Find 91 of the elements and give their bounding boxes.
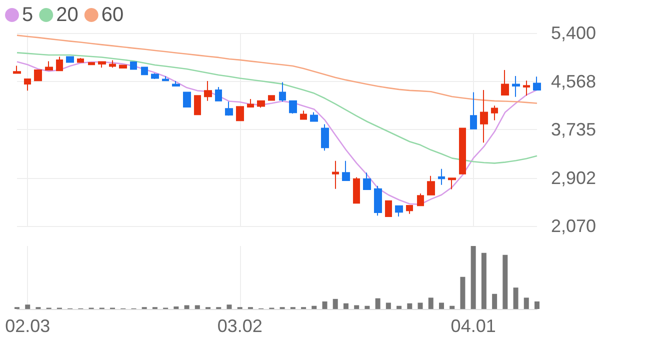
candlestick xyxy=(480,89,488,144)
bar xyxy=(470,246,476,309)
candlestick xyxy=(385,200,392,218)
y-tick-label: 4,568 xyxy=(551,71,596,92)
bar xyxy=(194,305,200,309)
bar xyxy=(343,303,348,309)
y-tick-label: 2,902 xyxy=(551,168,596,188)
candlestick xyxy=(141,66,148,76)
bar xyxy=(418,302,423,309)
candlestick xyxy=(88,62,95,66)
candlestick xyxy=(289,100,297,114)
candlestick xyxy=(427,175,435,196)
candlestick xyxy=(533,76,541,90)
bar xyxy=(407,303,412,309)
bar xyxy=(375,298,380,309)
bar xyxy=(322,301,328,309)
candlestick xyxy=(215,86,222,102)
candlestick xyxy=(523,80,530,96)
bar xyxy=(184,305,190,309)
bar xyxy=(428,298,434,309)
bar xyxy=(502,254,508,309)
bar xyxy=(364,306,370,309)
candlestick xyxy=(279,82,286,102)
bar xyxy=(438,302,444,309)
bar xyxy=(312,306,317,309)
candlestick xyxy=(77,57,84,63)
candlestick xyxy=(130,61,137,70)
candlestick xyxy=(268,95,275,101)
candlestick xyxy=(363,172,371,190)
candlestick xyxy=(109,60,116,68)
bar xyxy=(386,302,391,309)
y-tick-label: 2,070 xyxy=(551,216,596,236)
legend-label: 5 xyxy=(22,4,34,26)
candlestick xyxy=(24,78,31,92)
candlestick xyxy=(247,98,254,108)
x-tick-label: 04.01 xyxy=(450,316,496,336)
candlestick xyxy=(332,160,339,190)
legend-label: 20 xyxy=(56,4,78,26)
bar xyxy=(524,298,529,309)
candlestick xyxy=(119,64,127,68)
y-tick-label: 3,735 xyxy=(551,120,596,140)
bar xyxy=(174,306,179,309)
line-series xyxy=(16,34,538,104)
bar xyxy=(25,304,30,309)
y-tick-label: 5,400 xyxy=(551,23,596,43)
candlestick xyxy=(236,106,244,122)
candlestick xyxy=(204,80,212,102)
candlestick xyxy=(66,56,74,63)
candlestick xyxy=(374,185,382,216)
bar xyxy=(534,301,540,309)
candlestick xyxy=(45,60,53,70)
candlestick xyxy=(491,105,498,121)
candlestick xyxy=(300,110,307,120)
bar xyxy=(396,306,402,309)
candlestick xyxy=(342,160,350,182)
x-tick-label: 02.03 xyxy=(5,316,50,336)
candlestick xyxy=(417,193,424,206)
bar xyxy=(226,304,232,309)
candlestick xyxy=(459,128,466,174)
candlestick xyxy=(13,65,21,74)
candlestick xyxy=(151,72,159,80)
candlestick xyxy=(310,112,318,122)
candlestick xyxy=(225,101,233,116)
candlestick xyxy=(183,92,191,108)
bar xyxy=(332,298,338,309)
candlestick xyxy=(321,124,329,152)
candlestick xyxy=(194,95,201,116)
line-series xyxy=(16,52,538,164)
candlestick xyxy=(395,205,403,218)
bar xyxy=(481,252,486,309)
candlestick xyxy=(448,178,456,190)
candlestick xyxy=(406,205,413,214)
candlestick xyxy=(257,100,265,108)
candlestick xyxy=(162,76,169,82)
line-series xyxy=(16,61,538,206)
candlestick xyxy=(438,168,445,186)
bar xyxy=(450,306,455,309)
candlestick xyxy=(470,92,477,130)
bar xyxy=(513,288,518,309)
bar xyxy=(354,305,360,309)
candlestick xyxy=(501,69,509,96)
bar xyxy=(492,294,498,309)
bar xyxy=(460,276,466,309)
candlestick xyxy=(172,80,180,86)
candlestick xyxy=(98,61,106,68)
candlestick xyxy=(34,69,42,82)
candlestick xyxy=(56,56,63,72)
candlestick xyxy=(512,75,520,98)
candlestick xyxy=(353,176,360,204)
legend-label: 60 xyxy=(101,4,124,26)
x-tick-label: 03.02 xyxy=(217,316,262,336)
